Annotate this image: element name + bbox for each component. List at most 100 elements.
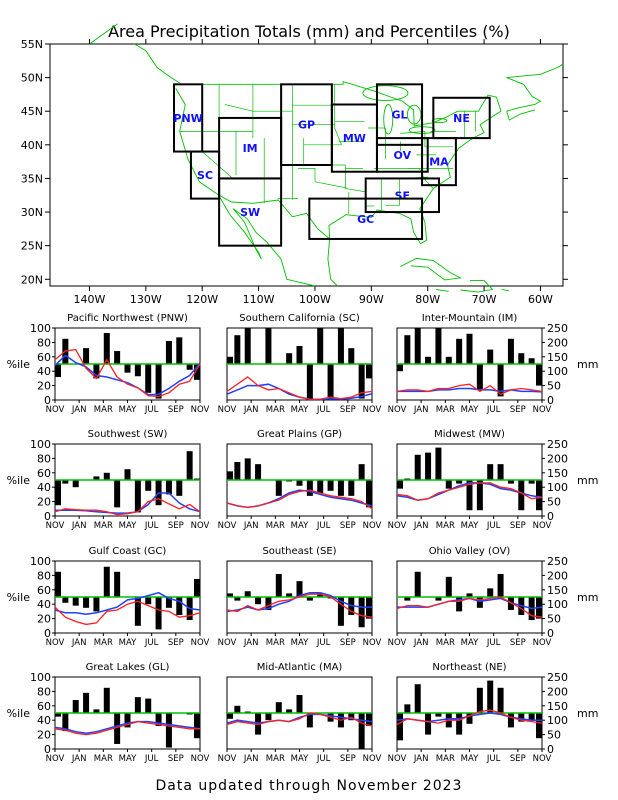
month-tick-label: NOV	[218, 754, 237, 764]
percentile-bar	[397, 480, 403, 489]
pct-tick-label: 80	[37, 336, 51, 349]
mm-tick-label: 150	[547, 700, 568, 713]
right-axis-label: mm	[577, 591, 598, 604]
percentile-bar	[476, 687, 483, 713]
month-tick-label: JAN	[413, 754, 429, 764]
percentile-bar	[234, 705, 241, 713]
month-tick-label: NOV	[388, 754, 407, 764]
state-line-25	[385, 178, 400, 206]
pct-tick-label: 100	[30, 322, 51, 335]
month-tick-label: MAY	[119, 754, 137, 764]
month-tick-label: MAY	[291, 405, 309, 415]
pct-tick-label: 60	[37, 700, 51, 713]
percentile-bar	[296, 346, 303, 364]
region-box-gc	[308, 197, 424, 240]
month-tick-label: MAR	[94, 405, 113, 415]
percentile-bar	[265, 328, 272, 364]
month-tick-label: MAR	[266, 521, 285, 531]
percentile-bar	[176, 337, 183, 364]
lat-tick-label: 30N	[21, 206, 43, 219]
percentile-bar	[244, 328, 251, 364]
normal-line	[54, 354, 201, 396]
total-line	[54, 600, 201, 626]
percentile-bar	[83, 692, 90, 713]
month-tick-label: SEP	[510, 754, 526, 764]
percentile-bar	[414, 684, 421, 713]
coastline-1	[218, 195, 316, 287]
month-tick-label: MAR	[94, 754, 113, 764]
month-tick-label: NOV	[218, 405, 237, 415]
panel-title: Inter-Mountain (IM)	[422, 313, 518, 324]
percentile-bar	[103, 566, 110, 597]
percentile-bar	[414, 328, 421, 364]
percentile-bar	[155, 713, 162, 726]
month-tick-label: MAR	[266, 754, 285, 764]
lon-tick-label: 120W	[186, 293, 218, 306]
percentile-bar	[296, 480, 303, 486]
panel-title: Southwest (SW)	[88, 429, 168, 440]
percentile-bar	[445, 356, 452, 364]
month-tick-label: NOV	[533, 754, 552, 764]
percentile-bar	[497, 364, 504, 397]
percentile-bar	[507, 713, 514, 728]
region-panels: Pacific Northwest (PNW)020406080100%ileN…	[7, 313, 599, 764]
mm-tick-label: 100	[547, 598, 568, 611]
mm-tick-label: 100	[547, 481, 568, 494]
total-line	[396, 482, 543, 501]
month-tick-label: SEP	[168, 638, 184, 648]
mm-tick-label: 0	[547, 510, 554, 523]
mm-tick-label: 150	[547, 351, 568, 364]
percentile-bar	[348, 348, 355, 364]
panel-title: Pacific Northwest (PNW)	[67, 313, 188, 324]
percentile-bar	[348, 480, 355, 496]
percentile-bar	[194, 364, 200, 380]
panel-title: Northeast (NE)	[432, 662, 506, 673]
month-tick-label: NOV	[388, 405, 407, 415]
percentile-bar	[176, 597, 183, 615]
percentile-bar	[456, 480, 463, 484]
month-tick-label: SEP	[340, 754, 356, 764]
region-label-gl: GL	[391, 109, 407, 122]
month-tick-label: MAY	[461, 405, 479, 415]
right-axis-label: mm	[577, 474, 598, 487]
mm-tick-label: 200	[547, 452, 568, 465]
percentile-bar	[227, 471, 233, 480]
month-tick-label: JUL	[486, 405, 501, 415]
percentile-bar	[466, 593, 473, 597]
percentile-bar	[103, 472, 110, 480]
percentile-bar	[518, 713, 525, 722]
percentile-bar	[348, 713, 355, 721]
percentile-bar	[227, 713, 233, 719]
mm-tick-label: 100	[547, 714, 568, 727]
percentile-bar	[497, 464, 504, 480]
percentile-bar	[337, 597, 344, 626]
percentile-bar	[114, 713, 121, 744]
percentile-bar	[466, 713, 473, 724]
percentile-bar	[234, 597, 241, 601]
month-tick-label: JUL	[316, 405, 331, 415]
month-tick-label: JAN	[243, 405, 259, 415]
month-tick-label: SEP	[510, 638, 526, 648]
mm-tick-label: 250	[547, 438, 568, 451]
lat-tick-label: 50N	[21, 72, 43, 85]
panel-1: Southern California (SC) NOV JAN MAR MAY JUL S…	[218, 313, 382, 415]
month-tick-label: NOV	[46, 754, 65, 764]
month-tick-label: JAN	[413, 638, 429, 648]
percentile-bar	[366, 480, 372, 508]
panel-10: Mid-Atlantic (MA) NOV JAN MAR MAY JUL SEP NOV	[218, 662, 382, 764]
region-box-se	[364, 177, 440, 214]
mm-tick-label: 0	[547, 627, 554, 640]
normal-line	[226, 591, 372, 613]
percentile-bar	[186, 451, 193, 480]
percentile-bar	[404, 597, 411, 601]
percentile-bar	[366, 364, 372, 379]
month-tick-label: SEP	[340, 405, 356, 415]
normal-line	[397, 387, 543, 393]
total-line	[226, 593, 373, 618]
lat-tick-label: 40N	[21, 139, 43, 152]
percentile-bar	[176, 480, 183, 496]
month-tick-label: MAY	[461, 638, 479, 648]
percentile-bar	[445, 576, 452, 597]
pct-tick-label: 20	[37, 729, 51, 742]
percentile-bar	[62, 597, 69, 603]
